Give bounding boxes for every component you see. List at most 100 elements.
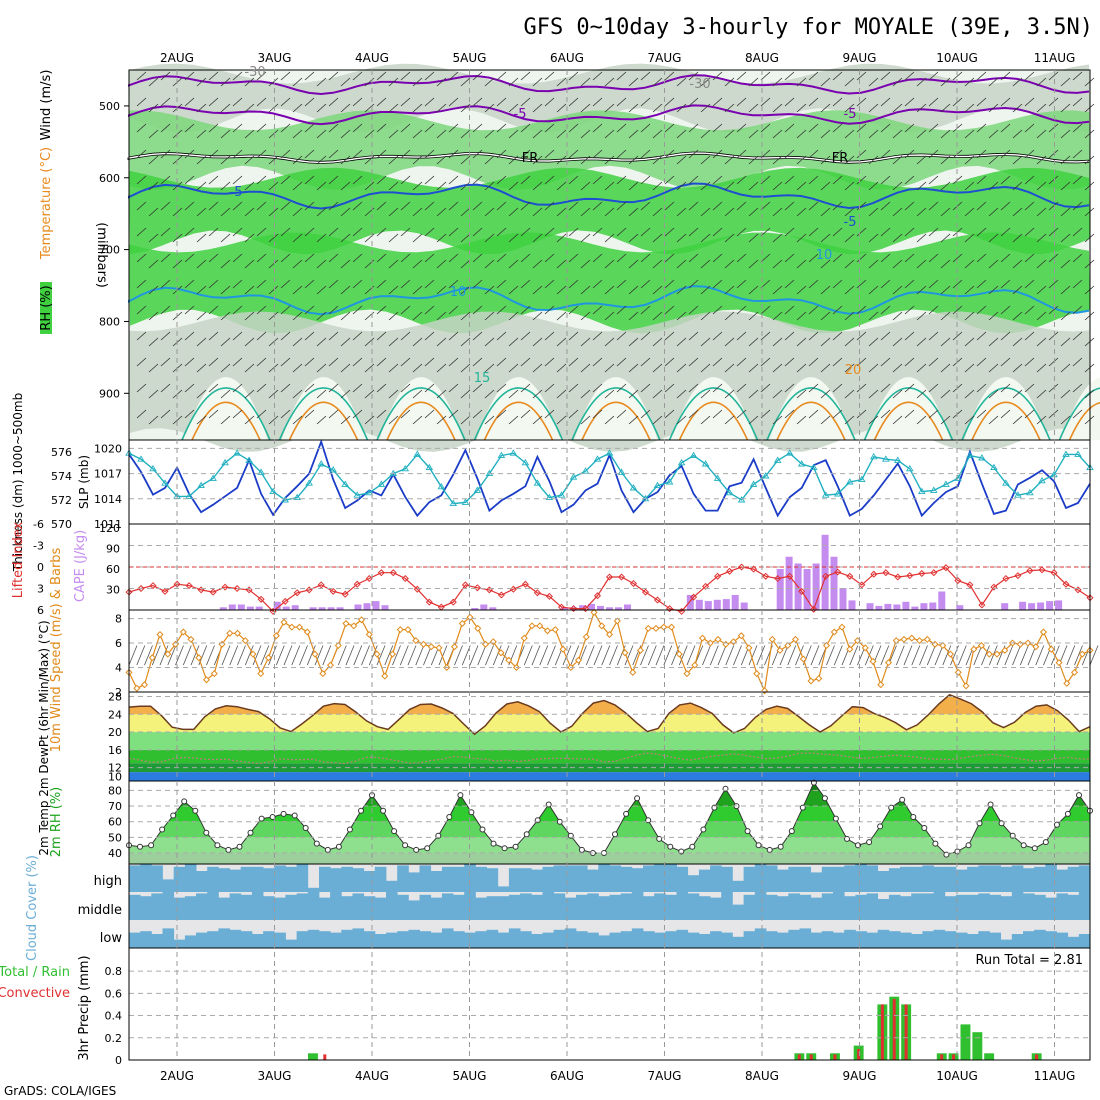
- thickness-point: [918, 487, 926, 495]
- wind-barb: [652, 337, 663, 347]
- wind-barb: [508, 103, 519, 113]
- cloud-bar: [855, 894, 867, 920]
- cloud-bar: [453, 931, 465, 948]
- wind-speed-point: [946, 650, 955, 658]
- lifted-index-point: [557, 603, 566, 611]
- wind-barb: [244, 155, 255, 165]
- wind-barb: [868, 285, 879, 295]
- wind-barb: [268, 181, 279, 191]
- wind-barb-10m: [779, 645, 789, 666]
- wind-barb: [700, 389, 711, 399]
- contour-label: -5: [230, 185, 243, 200]
- wind-barb: [544, 253, 555, 263]
- contour-label: 10: [450, 285, 467, 300]
- wind-barb: [136, 71, 147, 81]
- wind-barb: [520, 71, 531, 81]
- cloud-bar: [386, 932, 398, 948]
- rh-point: [700, 826, 707, 833]
- wind-barb: [724, 129, 735, 139]
- wind-barb: [700, 285, 711, 295]
- wind-barb: [424, 305, 435, 315]
- wind-barb: [976, 149, 987, 159]
- rh-dry-lobe: [671, 377, 756, 440]
- cloud-bar: [1056, 932, 1069, 948]
- wind-speed-point: [993, 650, 1001, 658]
- wind-barb: [496, 71, 507, 81]
- cloud-bar: [251, 934, 264, 948]
- cloud-bar: [676, 866, 689, 892]
- wind-barb: [352, 97, 363, 107]
- thickness-point: [858, 475, 866, 483]
- wind-barb: [1060, 233, 1071, 243]
- lifted-index-point: [966, 581, 974, 589]
- wind-barb: [904, 97, 915, 107]
- wind-barb: [328, 227, 339, 237]
- wind-barb: [868, 129, 879, 139]
- wind-barb: [868, 77, 879, 87]
- pressure-tick-label: 500: [99, 100, 120, 113]
- lifted-ylabel: Lifted Index: [11, 521, 26, 598]
- wind-barb: [532, 103, 543, 113]
- rh-point: [601, 850, 607, 856]
- wind-barb: [280, 97, 291, 107]
- cape-bar: [686, 595, 694, 610]
- wind-barb: [676, 103, 687, 113]
- cloud-bar: [229, 893, 242, 920]
- wind-barb: [556, 311, 567, 321]
- wind-barb: [340, 77, 351, 87]
- wind-barb: [556, 207, 567, 217]
- wind-barb-10m: [353, 645, 363, 666]
- wind-barb: [268, 207, 279, 217]
- wind-barb: [1000, 175, 1011, 185]
- wind-barb: [844, 337, 855, 347]
- wind-barb: [1024, 357, 1035, 367]
- thickness-point: [461, 498, 470, 505]
- wind-barb: [736, 123, 747, 133]
- wind-speed-point: [1078, 650, 1086, 658]
- wind-barb: [388, 181, 399, 191]
- cloud-bar: [140, 864, 152, 892]
- wind-barb: [784, 123, 795, 133]
- wind-speed-point: [698, 634, 707, 642]
- wind-barb: [412, 285, 423, 295]
- thickness-point: [978, 454, 986, 461]
- cape-bar: [291, 605, 299, 610]
- rh-band: [129, 232, 1090, 334]
- wind-barb: [448, 357, 459, 367]
- wind-barb: [496, 279, 507, 289]
- rh-point: [932, 840, 939, 847]
- wind-barb: [520, 149, 531, 159]
- wind-barb: [868, 155, 879, 165]
- cloud-bar: [799, 894, 812, 920]
- cloud-bar: [631, 928, 644, 948]
- wind-barb-10m: [392, 645, 401, 666]
- cloud-bar: [464, 864, 476, 892]
- rh-point: [402, 842, 409, 849]
- wind-barb: [376, 97, 387, 107]
- wind-barb: [448, 175, 459, 185]
- wind-barb: [376, 357, 387, 367]
- wind-barb: [796, 103, 807, 113]
- wind-speed-point: [140, 681, 149, 689]
- wind-barb: [304, 175, 315, 185]
- cloud-bar: [877, 899, 890, 920]
- wind-barb: [724, 233, 735, 243]
- wind-barb: [508, 207, 519, 217]
- wind-barb: [460, 207, 471, 217]
- wind-barb: [424, 123, 435, 133]
- wind-barb: [952, 305, 963, 315]
- cloud-bar: [665, 864, 677, 892]
- wind-barb: [760, 383, 771, 393]
- wind-barb: [640, 305, 651, 315]
- wind-barb: [352, 331, 363, 341]
- precip-legend-convective: Convective: [0, 986, 70, 1001]
- wind-barb: [1036, 155, 1047, 165]
- wind-barb: [400, 331, 411, 341]
- cloud-bar: [1056, 869, 1069, 892]
- wind-barb: [652, 155, 663, 165]
- wind-barb: [796, 389, 807, 399]
- freezing-level-inner: [128, 152, 1090, 164]
- precip-total-bar: [972, 1032, 983, 1060]
- wind-barb: [520, 97, 531, 107]
- wind-barb: [436, 389, 447, 399]
